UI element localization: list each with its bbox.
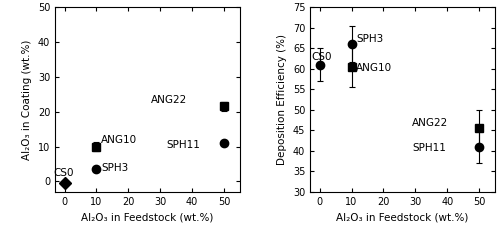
Text: SPH3: SPH3 (356, 34, 384, 44)
Text: SPH3: SPH3 (101, 163, 128, 173)
Text: ANG22: ANG22 (412, 118, 449, 128)
X-axis label: Al₂O₃ in Feedstock (wt.%): Al₂O₃ in Feedstock (wt.%) (81, 212, 214, 222)
Text: ANG22: ANG22 (150, 95, 187, 105)
Text: SPH11: SPH11 (412, 143, 446, 153)
Text: SPH11: SPH11 (166, 140, 200, 150)
Text: ANG10: ANG10 (101, 135, 138, 145)
Text: ANG10: ANG10 (356, 63, 392, 73)
Y-axis label: Al₂O₃ in Coating (wt.%): Al₂O₃ in Coating (wt.%) (22, 39, 32, 160)
Text: CS0: CS0 (54, 168, 74, 178)
Y-axis label: Deposition Efficiency (%): Deposition Efficiency (%) (277, 34, 287, 165)
X-axis label: Al₂O₃ in Feedstock (wt.%): Al₂O₃ in Feedstock (wt.%) (336, 212, 469, 222)
Text: CS0: CS0 (312, 52, 332, 62)
